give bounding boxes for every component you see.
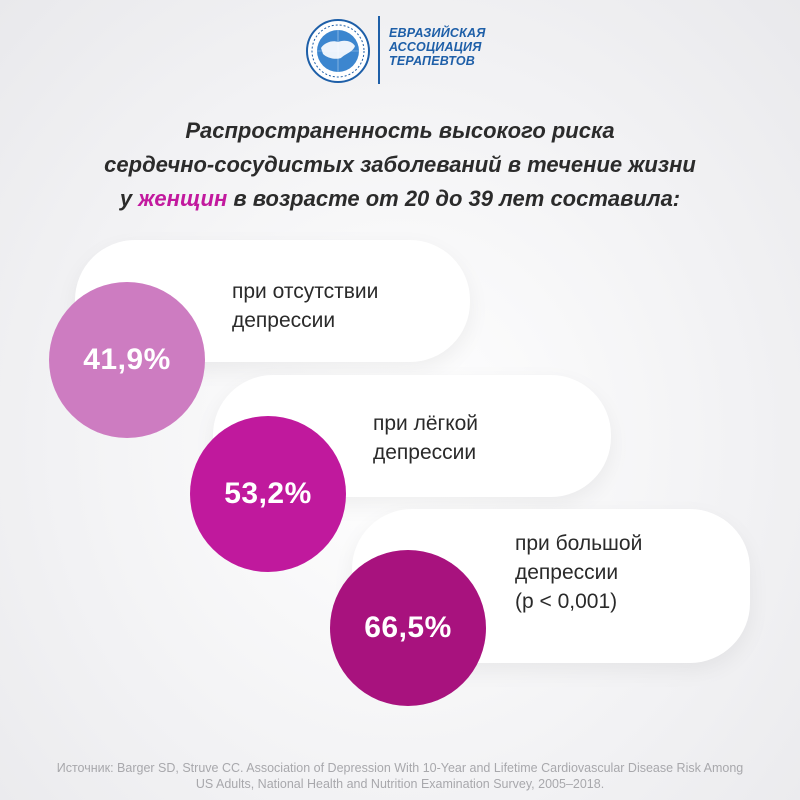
- title-accent-word: женщин: [138, 186, 227, 211]
- stat-circle-1: 41,9%: [49, 282, 205, 438]
- stat-label-3-line-2: депрессии: [515, 558, 642, 587]
- logo-divider: [378, 16, 380, 84]
- source-citation: Источник: Barger SD, Struve CC. Associat…: [20, 760, 780, 792]
- globe-emblem-icon: [305, 18, 371, 84]
- title-line-1: Распространенность высокого риска: [40, 114, 760, 148]
- stat-label-2-line-1: при лёгкой: [373, 409, 478, 438]
- logo-line-2: АССОЦИАЦИЯ: [389, 40, 529, 54]
- stat-circle-3: 66,5%: [330, 550, 486, 706]
- stat-label-3-line-3: (p < 0,001): [515, 587, 642, 616]
- logo-line-1: ЕВРАЗИЙСКАЯ: [389, 26, 529, 40]
- page-title: Распространенность высокого риска сердеч…: [40, 114, 760, 216]
- stat-value-3: 66,5%: [364, 611, 452, 645]
- title-line-3-post: в возрасте от 20 до 39 лет составила:: [227, 186, 680, 211]
- stat-value-1: 41,9%: [83, 343, 171, 377]
- stat-value-2: 53,2%: [224, 477, 312, 511]
- title-line-2: сердечно-сосудистых заболеваний в течени…: [40, 148, 760, 182]
- stat-label-2-line-2: депрессии: [373, 438, 478, 467]
- logo-line-3: ТЕРАПЕВТОВ: [389, 54, 529, 68]
- stat-label-1-line-1: при отсутствии: [232, 277, 378, 306]
- source-line-2: US Adults, National Health and Nutrition…: [20, 776, 780, 792]
- logo-text: ЕВРАЗИЙСКАЯ АССОЦИАЦИЯ ТЕРАПЕВТОВ: [389, 26, 529, 68]
- stat-label-3: при большой депрессии (p < 0,001): [515, 529, 642, 616]
- stat-label-1-line-2: депрессии: [232, 306, 378, 335]
- stat-label-2: при лёгкой депрессии: [373, 409, 478, 467]
- stat-circle-2: 53,2%: [190, 416, 346, 572]
- stat-label-1: при отсутствии депрессии: [232, 277, 378, 335]
- stat-label-3-line-1: при большой: [515, 529, 642, 558]
- title-line-3-pre: у: [120, 186, 138, 211]
- header: ЕВРАЗИЙСКАЯ АССОЦИАЦИЯ ТЕРАПЕВТОВ: [0, 14, 800, 94]
- title-line-3: у женщин в возрасте от 20 до 39 лет сост…: [40, 182, 760, 216]
- source-line-1: Источник: Barger SD, Struve CC. Associat…: [20, 760, 780, 776]
